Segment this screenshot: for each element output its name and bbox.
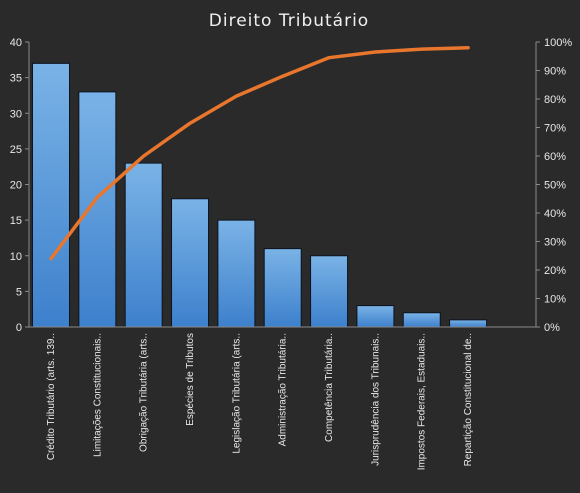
x-tick-label: Jurisprudência dos Tribunais.. [370, 333, 381, 466]
y2-tick-label: 0% [544, 322, 560, 334]
cumulative-line-series [49, 45, 470, 261]
y-tick-label: 40 [10, 37, 22, 49]
y-tick-label: 20 [10, 180, 22, 192]
y2-tick-label: 40% [544, 208, 566, 220]
y2-tick-label: 50% [544, 180, 566, 192]
y-tick-label: 35 [10, 73, 22, 85]
cumulative-line [49, 45, 470, 261]
y2-tick-label: 30% [544, 237, 566, 249]
y2-tick-label: 60% [544, 151, 566, 163]
x-tick-label: Obrigação Tributária (arts.. [139, 333, 150, 452]
y-axis-ticks: 0 5 10 15 20 25 30 35 40 [10, 37, 29, 334]
bar [356, 305, 395, 328]
x-tick-label: Repartição Constitucional de.. [463, 333, 474, 466]
bar [32, 62, 70, 328]
x-tick-label: Limitações Constitucionais.. [92, 333, 103, 457]
y2-tick-label: 10% [544, 294, 566, 306]
bar [78, 91, 117, 328]
y-tick-label: 25 [10, 144, 22, 156]
bar [217, 219, 256, 328]
y2-tick-label: 100% [544, 37, 572, 49]
y-tick-label: 15 [10, 215, 22, 227]
y2-tick-label: 70% [544, 123, 566, 135]
y2-tick-label: 90% [544, 66, 566, 78]
y-tick-label: 30 [10, 108, 22, 120]
bar [402, 312, 441, 328]
bar-series [32, 62, 488, 328]
bar [171, 198, 210, 328]
x-tick-label: Crédito Tributário (arts. 139.. [46, 333, 57, 460]
bar [124, 162, 163, 328]
x-tick-label: Administração Tributária.. [278, 333, 289, 446]
bar [310, 255, 349, 328]
y2-axis-ticks: 0% 10% 20% 30% 40% 50% 60% 70% 80% 90% 100% [536, 37, 572, 334]
y-tick-label: 10 [10, 251, 22, 263]
bar [263, 248, 302, 328]
x-tick-label: Competência Tributária.. [324, 333, 335, 442]
y2-tick-label: 20% [544, 265, 566, 277]
x-tick-label: Impostos Federais, Estaduais.. [417, 333, 428, 470]
x-axis-labels: Crédito Tributário (arts. 139.. Limitaçõe… [46, 333, 474, 470]
x-tick-label: Espécies de Tributos [185, 333, 196, 426]
y-tick-label: 5 [16, 286, 22, 298]
chart-title: Direito Tributário [209, 11, 369, 31]
x-tick-label: Legislação Tributária (arts.. [231, 333, 242, 454]
y-tick-label: 0 [16, 322, 22, 334]
bar [449, 319, 488, 328]
y2-tick-label: 80% [544, 94, 566, 106]
